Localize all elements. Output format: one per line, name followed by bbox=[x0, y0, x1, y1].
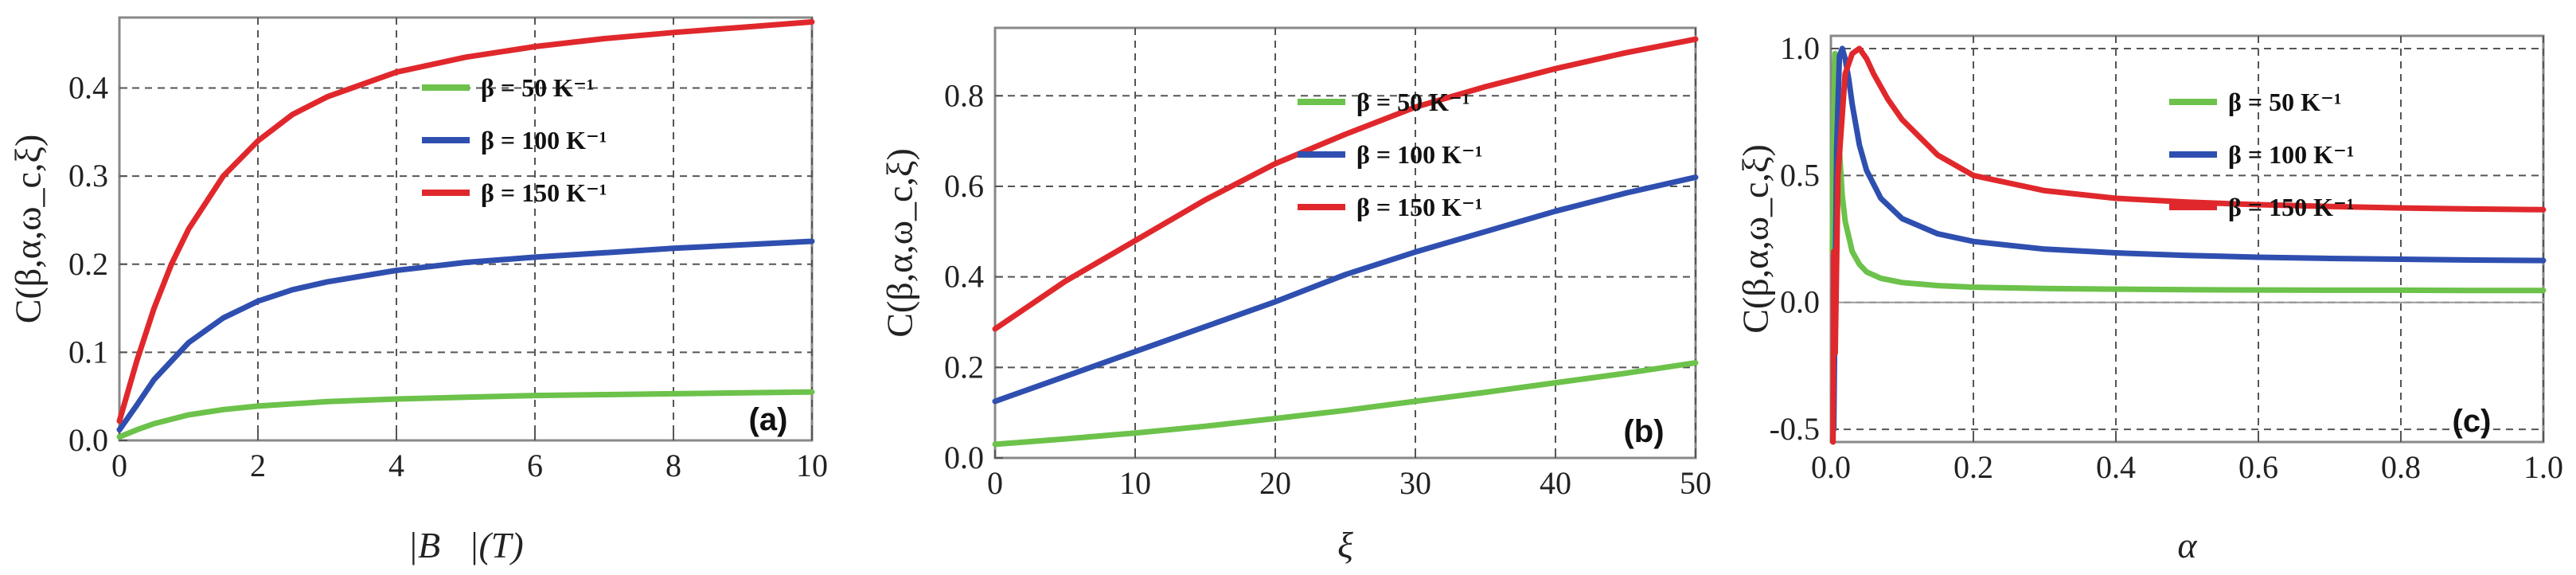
x-axis-label-b: ξ bbox=[1337, 525, 1353, 565]
legend-label-b-2: β = 150 K⁻¹ bbox=[1356, 193, 1482, 221]
x-tick-label-b-0: 0 bbox=[987, 465, 1003, 501]
panel-label-a: (a) bbox=[749, 402, 788, 437]
series-line-b-1 bbox=[992, 174, 1699, 405]
x-tick-label-c-0: 0.0 bbox=[1811, 449, 1851, 485]
legend-label-b-0: β = 50 K⁻¹ bbox=[1356, 88, 1469, 116]
legend-label-b-1: β = 100 K⁻¹ bbox=[1356, 140, 1482, 169]
x-tick-label-b-5: 50 bbox=[1680, 465, 1711, 501]
x-tick-label-b-4: 40 bbox=[1540, 465, 1571, 501]
chart-b: 0 10 20 30 40 50 0.0 0.2 0.4 0.6 0.8 β = 50 K⁻¹ β = … bbox=[880, 26, 1711, 565]
series-line-c-1 bbox=[1831, 45, 2547, 432]
x-tick-label-b-2: 20 bbox=[1259, 465, 1291, 501]
x-tick-label-a-1: 2 bbox=[250, 448, 266, 483]
x-tick-label-c-2: 0.4 bbox=[2096, 449, 2136, 485]
x-tick-label-a-2: 4 bbox=[388, 448, 404, 483]
legend-label-c-0: β = 50 K⁻¹ bbox=[2228, 88, 2341, 116]
y-axis-label-b: C(β,α,ω_c,ξ) bbox=[880, 148, 920, 338]
y-tick-label-b-3: 0.6 bbox=[944, 168, 984, 204]
x-tick-label-a-4: 8 bbox=[665, 448, 681, 483]
panel-label-c: (c) bbox=[2453, 404, 2492, 439]
plot-frame-a bbox=[118, 16, 814, 442]
x-tick-label-b-1: 10 bbox=[1119, 465, 1151, 501]
x-tick-label-c-1: 0.2 bbox=[1953, 449, 1993, 485]
x-tick-label-b-3: 30 bbox=[1399, 465, 1431, 501]
legend-label-a-2: β = 150 K⁻¹ bbox=[481, 178, 607, 207]
x-axis-label-a: |B⃗|(T) bbox=[408, 525, 523, 565]
series-line-b-2 bbox=[992, 36, 1699, 332]
y-tick-label-b-0: 0.0 bbox=[944, 440, 984, 475]
x-tick-label-c-5: 1.0 bbox=[2523, 449, 2563, 485]
series-line-b-0 bbox=[992, 360, 1699, 448]
y-tick-label-b-1: 0.2 bbox=[944, 349, 984, 385]
x-tick-label-a-3: 6 bbox=[527, 448, 543, 483]
legend-label-c-1: β = 100 K⁻¹ bbox=[2228, 140, 2354, 169]
panel-c: 0.0 0.2 0.4 0.6 0.8 1.0 -0.5 0.0 0.5 1.0 β = 50 K⁻… bbox=[1715, 0, 2576, 575]
y-tick-label-c-3: 1.0 bbox=[1780, 30, 1820, 66]
series-line-a-1 bbox=[116, 238, 815, 433]
legend-label-a-0: β = 50 K⁻¹ bbox=[481, 73, 594, 102]
x-tick-label-c-3: 0.6 bbox=[2238, 449, 2278, 485]
y-tick-label-b-4: 0.8 bbox=[944, 77, 984, 113]
panel-b: 0 10 20 30 40 50 0.0 0.2 0.4 0.6 0.8 β = 50 K⁻¹ β = … bbox=[856, 0, 1711, 575]
legend-label-a-1: β = 100 K⁻¹ bbox=[481, 126, 607, 155]
y-tick-label-b-2: 0.4 bbox=[944, 259, 984, 295]
y-tick-label-c-1: 0.0 bbox=[1780, 284, 1820, 320]
y-tick-label-a-3: 0.3 bbox=[68, 158, 108, 194]
plot-frame-b bbox=[993, 26, 1697, 460]
plot-frame-c bbox=[1829, 34, 2545, 444]
y-axis-label-c: C(β,α,ω_c,ξ) bbox=[1735, 144, 1776, 334]
y-tick-label-a-2: 0.2 bbox=[68, 246, 108, 282]
y-tick-label-a-0: 0.0 bbox=[68, 422, 108, 458]
x-axis-label-c: α bbox=[2177, 525, 2197, 565]
chart-a: 0 2 4 6 8 10 0.0 0.1 0.2 0.3 0.4 β = 50 K⁻¹ β = 100 … bbox=[8, 16, 828, 565]
y-tick-label-c-0: -0.5 bbox=[1770, 411, 1820, 447]
y-tick-label-c-2: 0.5 bbox=[1780, 157, 1820, 193]
x-tick-label-a-5: 10 bbox=[796, 448, 828, 483]
y-tick-label-a-4: 0.4 bbox=[68, 70, 108, 106]
panel-label-b: (b) bbox=[1623, 414, 1664, 449]
y-tick-label-a-1: 0.1 bbox=[68, 334, 108, 370]
x-tick-label-c-4: 0.8 bbox=[2381, 449, 2421, 485]
series-line-a-2 bbox=[116, 19, 815, 424]
series-line-a-0 bbox=[116, 389, 815, 440]
y-axis-label-a: C(β,α,ω_c,ξ) bbox=[8, 135, 49, 324]
legend-label-c-2: β = 150 K⁻¹ bbox=[2228, 193, 2354, 221]
series-line-c-2 bbox=[1830, 45, 2547, 445]
x-tick-label-a-0: 0 bbox=[111, 448, 127, 483]
chart-c: 0.0 0.2 0.4 0.6 0.8 1.0-0.50.00.51.0β = 50 K⁻… bbox=[1735, 30, 2563, 565]
panel-a: 0 2 4 6 8 10 0.0 0.1 0.2 0.3 0.4 β = 50 K⁻¹ β = 100 … bbox=[0, 0, 852, 575]
